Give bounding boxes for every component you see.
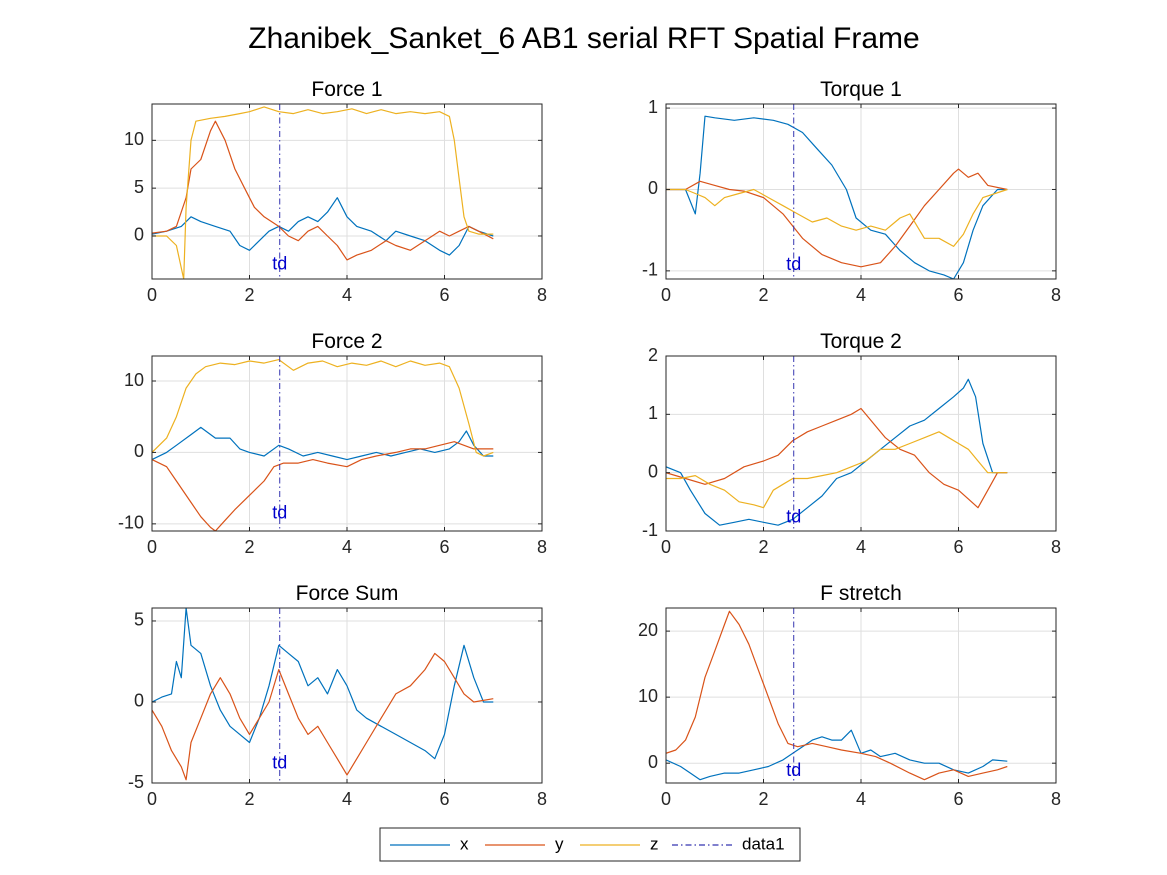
- x-tick-label: 2: [758, 537, 768, 557]
- x-tick-label: 8: [1051, 789, 1061, 809]
- legend-label-y: y: [555, 834, 564, 853]
- y-tick-label: 0: [134, 691, 144, 711]
- series-line-y: [666, 168, 1008, 268]
- subplot-f-stretch: td 0 2 4 6 8 0 10 20 F stretch: [638, 582, 1061, 809]
- series-line-y: [152, 652, 494, 781]
- y-tick-label: 0: [134, 225, 144, 245]
- x-tick-label: 2: [758, 285, 768, 305]
- td-label: td: [786, 760, 801, 780]
- legend-label-z: z: [650, 834, 659, 853]
- y-tick-label: 1: [648, 97, 658, 117]
- x-tick-label: 0: [147, 789, 157, 809]
- x-tick-label: 6: [439, 537, 449, 557]
- series-line-x: [666, 729, 1008, 781]
- y-tick-label: -5: [128, 772, 144, 792]
- td-label: td: [272, 503, 287, 523]
- x-tick-label: 6: [953, 285, 963, 305]
- x-tick-label: 2: [758, 789, 768, 809]
- y-tick-label: -10: [118, 513, 144, 533]
- subplot-title: Force Sum: [296, 582, 399, 605]
- series-group: [666, 608, 1008, 783]
- series-line-y: [152, 441, 494, 531]
- x-tick-label: 6: [439, 789, 449, 809]
- figure-title: Zhanibek_Sanket_6 AB1 serial RFT Spatial…: [248, 22, 919, 55]
- subplot-title: Torque 1: [820, 78, 902, 101]
- x-tick-label: 2: [244, 789, 254, 809]
- y-tick-label: 2: [648, 345, 658, 365]
- x-tick-label: 0: [147, 537, 157, 557]
- x-tick-label: 4: [342, 285, 352, 305]
- series-line-y: [666, 407, 1008, 509]
- x-tick-label: 0: [147, 285, 157, 305]
- x-tick-label: 4: [856, 789, 866, 809]
- x-tick-label: 6: [953, 789, 963, 809]
- y-tick-label: 20: [638, 620, 658, 640]
- y-tick-label: 1: [648, 403, 658, 423]
- y-tick-label: 5: [134, 177, 144, 197]
- subplot-title: Force 2: [311, 330, 382, 353]
- subplot-title: Force 1: [311, 78, 382, 101]
- subplot-title: Torque 2: [820, 330, 902, 353]
- y-tick-label: 10: [638, 686, 658, 706]
- series-group: [152, 356, 494, 531]
- x-tick-label: 0: [661, 789, 671, 809]
- td-label: td: [786, 254, 801, 274]
- legend-label-data1: data1: [742, 834, 785, 853]
- td-label: td: [272, 752, 287, 772]
- td-label: td: [272, 253, 287, 273]
- x-tick-label: 4: [856, 537, 866, 557]
- series-group: [666, 104, 1008, 279]
- x-tick-label: 8: [1051, 537, 1061, 557]
- y-tick-label: 10: [124, 370, 144, 390]
- series-group: [152, 608, 494, 783]
- y-tick-label: 0: [648, 178, 658, 198]
- x-tick-label: 4: [856, 285, 866, 305]
- series-line-y: [666, 610, 1008, 781]
- x-tick-label: 6: [439, 285, 449, 305]
- y-tick-label: 10: [124, 129, 144, 149]
- x-tick-label: 2: [244, 537, 254, 557]
- x-tick-label: 8: [537, 285, 547, 305]
- legend: x y z data1: [379, 827, 801, 862]
- td-label: td: [786, 506, 801, 526]
- series-line-x: [666, 115, 1008, 279]
- legend-label-x: x: [460, 834, 469, 853]
- subplot-force-1: td 0 2 4 6 8 0 5 10 Force 1: [124, 78, 547, 305]
- x-tick-label: 4: [342, 537, 352, 557]
- legend-items: x y z data1: [390, 834, 785, 853]
- series-line-x: [666, 378, 1008, 526]
- series-line-z: [152, 106, 494, 279]
- y-tick-label: -1: [642, 520, 658, 540]
- series-line-z: [666, 188, 1008, 247]
- series-line-z: [666, 431, 1008, 509]
- x-tick-label: 8: [1051, 285, 1061, 305]
- x-tick-label: 0: [661, 285, 671, 305]
- y-tick-label: 0: [648, 752, 658, 772]
- y-tick-label: 0: [134, 441, 144, 461]
- x-tick-label: 0: [661, 537, 671, 557]
- x-tick-label: 6: [953, 537, 963, 557]
- x-tick-label: 8: [537, 789, 547, 809]
- subplot-title: F stretch: [820, 582, 902, 605]
- x-tick-label: 4: [342, 789, 352, 809]
- x-tick-label: 2: [244, 285, 254, 305]
- series-line-x: [152, 426, 494, 461]
- series-line-y: [152, 120, 494, 261]
- series-group: [666, 356, 1008, 531]
- series-group: [152, 104, 494, 279]
- y-tick-label: -1: [642, 260, 658, 280]
- series-line-x: [152, 608, 494, 760]
- y-tick-label: 0: [648, 461, 658, 481]
- y-tick-label: 5: [134, 610, 144, 630]
- x-tick-label: 8: [537, 537, 547, 557]
- series-line-x: [152, 197, 494, 256]
- series-line-z: [152, 359, 494, 457]
